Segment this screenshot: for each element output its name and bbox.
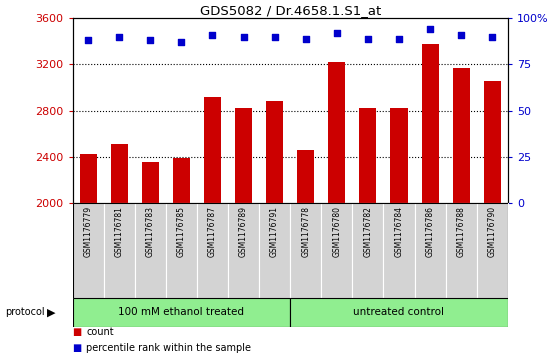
Text: ▶: ▶ [47, 307, 56, 317]
Point [456, 32, 465, 38]
Bar [235, 109, 252, 203]
Bar [446, 203, 477, 298]
Bar [391, 109, 407, 203]
Point [239, 34, 248, 40]
Text: count: count [86, 327, 114, 337]
Bar [328, 62, 345, 203]
Bar [297, 150, 314, 203]
Bar [228, 203, 259, 298]
Point [333, 30, 341, 36]
Point [488, 34, 497, 40]
Title: GDS5082 / Dr.4658.1.S1_at: GDS5082 / Dr.4658.1.S1_at [200, 4, 381, 17]
Bar [352, 203, 383, 298]
Text: 100 mM ethanol treated: 100 mM ethanol treated [118, 307, 244, 317]
Point [426, 26, 435, 32]
Text: GSM1176788: GSM1176788 [456, 206, 465, 257]
Bar [290, 203, 321, 298]
Bar [290, 298, 508, 327]
Text: ■: ■ [73, 327, 82, 337]
Bar [134, 203, 166, 298]
Point [301, 36, 310, 41]
Text: GSM1176782: GSM1176782 [363, 206, 372, 257]
Text: GSM1176779: GSM1176779 [84, 206, 93, 257]
Bar [142, 162, 159, 203]
Text: protocol: protocol [6, 307, 45, 317]
Point [363, 36, 372, 41]
Text: GSM1176786: GSM1176786 [426, 206, 435, 257]
Text: GSM1176785: GSM1176785 [177, 206, 186, 257]
Bar [173, 158, 190, 203]
Bar [421, 44, 439, 203]
Bar [477, 203, 508, 298]
Text: GSM1176787: GSM1176787 [208, 206, 217, 257]
Point [395, 36, 403, 41]
Point [270, 34, 279, 40]
Bar [415, 203, 446, 298]
Bar [204, 97, 221, 203]
Text: GSM1176778: GSM1176778 [301, 206, 310, 257]
Point [208, 32, 217, 38]
Text: ■: ■ [73, 343, 82, 354]
Bar [166, 203, 197, 298]
Point [84, 37, 93, 43]
Point [146, 37, 155, 43]
Text: GSM1176781: GSM1176781 [115, 206, 124, 257]
Bar [383, 203, 415, 298]
Text: GSM1176789: GSM1176789 [239, 206, 248, 257]
Text: untreated control: untreated control [353, 307, 445, 317]
Text: percentile rank within the sample: percentile rank within the sample [86, 343, 252, 354]
Text: GSM1176783: GSM1176783 [146, 206, 155, 257]
Point [177, 39, 186, 45]
Text: GSM1176791: GSM1176791 [270, 206, 279, 257]
Bar [259, 203, 290, 298]
Bar [453, 68, 470, 203]
Bar [321, 203, 352, 298]
Bar [110, 144, 128, 203]
Text: GSM1176790: GSM1176790 [488, 206, 497, 257]
Bar [197, 203, 228, 298]
Bar [359, 109, 377, 203]
Bar [73, 298, 290, 327]
Text: GSM1176780: GSM1176780 [333, 206, 341, 257]
Bar [104, 203, 134, 298]
Bar [80, 154, 97, 203]
Bar [484, 81, 501, 203]
Text: GSM1176784: GSM1176784 [395, 206, 403, 257]
Point [115, 34, 124, 40]
Bar [266, 101, 283, 203]
Bar [73, 203, 104, 298]
